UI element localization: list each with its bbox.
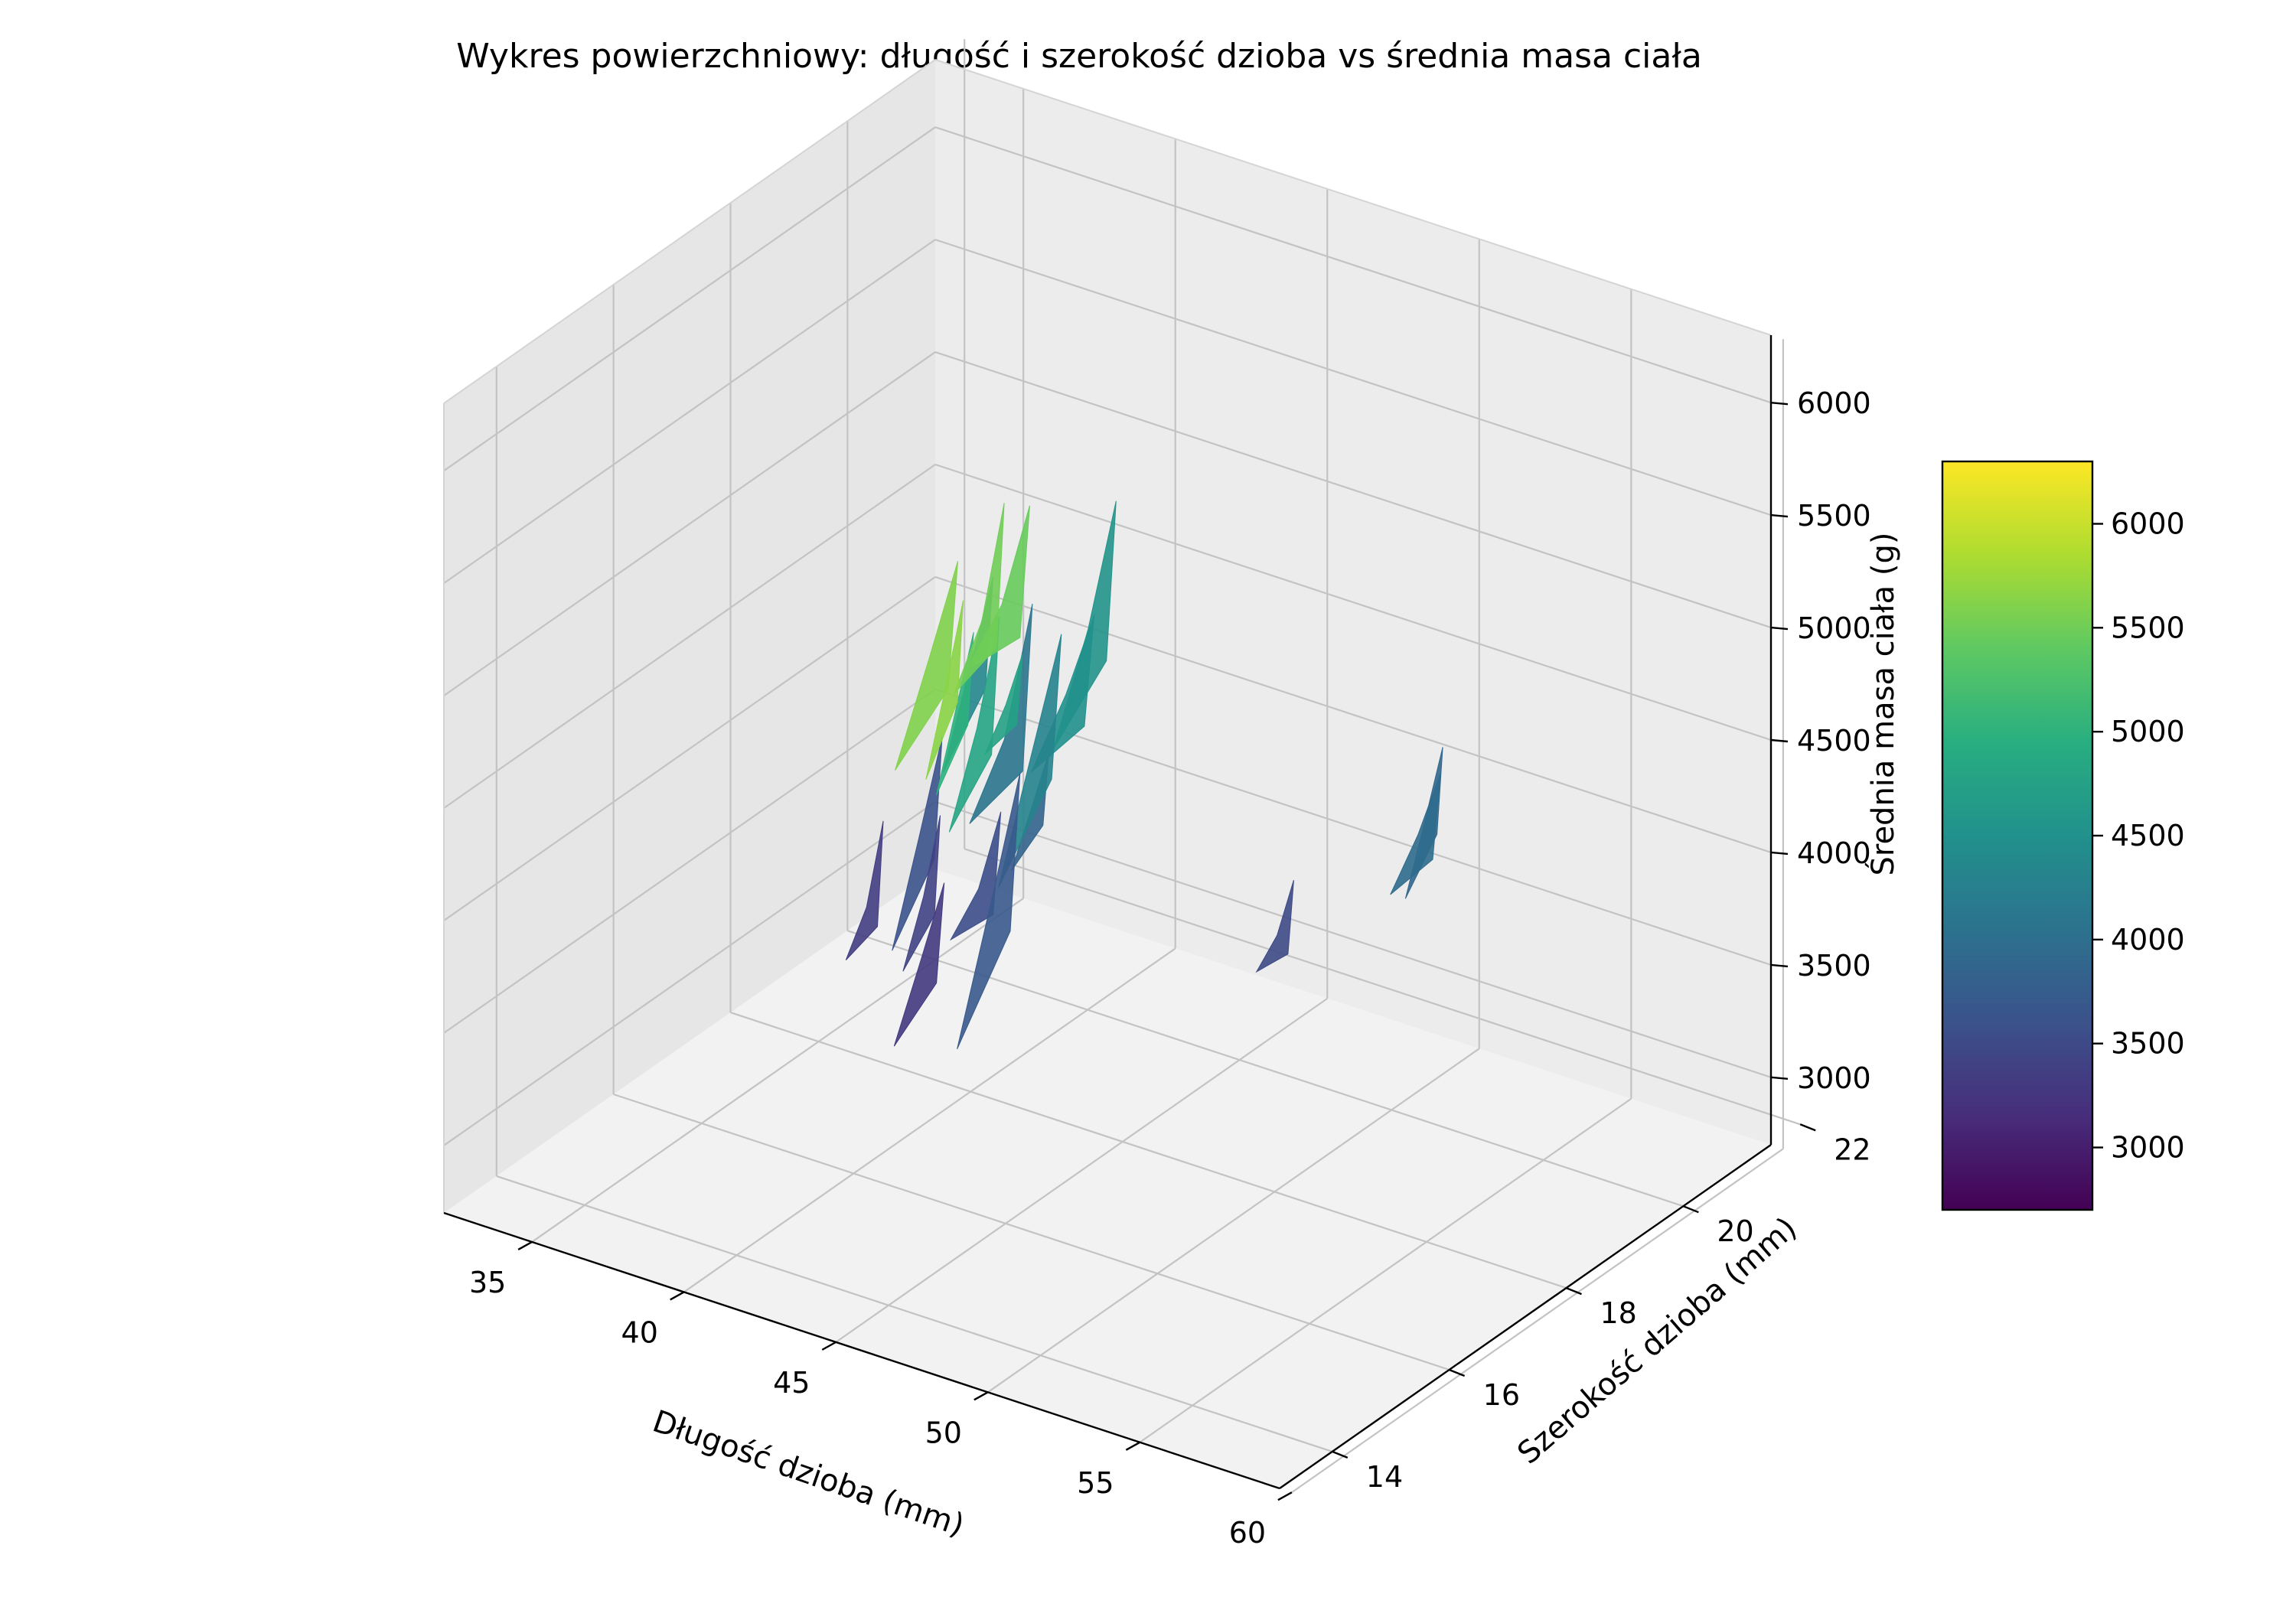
y-tick-label: 20 (1717, 1214, 1753, 1248)
z-tick-mark (1770, 1076, 1789, 1081)
colorbar-tick-label: 5500 (2111, 611, 2185, 644)
grid-line-z (934, 239, 1772, 517)
colorbar-tick-label: 6000 (2111, 507, 2185, 541)
surface-patch (1255, 880, 1294, 973)
x-tick-label: 60 (1229, 1516, 1266, 1550)
y-tick-label: 16 (1483, 1378, 1520, 1412)
grid-line-z (443, 239, 936, 585)
z-tick-label: 3000 (1797, 1061, 1871, 1095)
surface-patch (984, 654, 1023, 755)
grid-line-z (934, 575, 1772, 853)
colorbar-tick-label: 4000 (2111, 923, 2185, 957)
axis-ticks: 35 40 45 50 55 60 14 16 18 20 22 3000 3500 4000 4500 50… (469, 386, 1871, 1550)
colorbar-tick-label: 5000 (2111, 715, 2185, 748)
x-tick-mark (517, 1240, 533, 1251)
pane-edge (934, 59, 1772, 336)
grid-line-x (531, 898, 1024, 1243)
surface-patches (845, 500, 1443, 1050)
colorbar-tick-label: 3000 (2111, 1131, 2185, 1165)
x-tick-label: 55 (1077, 1466, 1114, 1500)
surface-patch (1390, 773, 1441, 895)
surface-patch (845, 820, 884, 960)
x-axis-line (443, 1211, 1280, 1490)
x-tick-label: 40 (621, 1315, 658, 1349)
y-tick-label: 14 (1366, 1460, 1403, 1494)
surface-patch (954, 503, 1005, 694)
y-tick-mark (1799, 1123, 1816, 1132)
z-tick-label: 3500 (1797, 949, 1871, 983)
x-tick-label: 45 (773, 1366, 810, 1400)
z-tick-label: 5000 (1797, 611, 1871, 645)
y-tick-mark (1682, 1205, 1699, 1214)
z-tick-mark (1770, 851, 1789, 856)
x-tick-label: 35 (469, 1266, 506, 1299)
grid-line-z (934, 800, 1772, 1078)
colorbar-gradient (1941, 460, 2094, 1211)
grid-line-x (987, 1048, 1480, 1393)
grid-line-z (443, 800, 936, 1146)
x-tick-mark (1125, 1441, 1140, 1451)
chart-title: Wykres powierzchniowy: długość i szeroko… (456, 37, 1702, 76)
grid-line-z (443, 688, 936, 1034)
x-tick-mark (821, 1341, 837, 1351)
grid-line-z (934, 126, 1772, 404)
y-tick-mark (1566, 1286, 1582, 1296)
grid-line-z (443, 351, 936, 696)
x-tick-mark (974, 1391, 989, 1401)
surface-patch (925, 600, 964, 780)
z-tick-label: 5500 (1797, 499, 1871, 533)
pane-edge (443, 59, 936, 404)
x-tick-mark (1277, 1491, 1293, 1501)
grid-line-z (443, 126, 936, 472)
grid-line-x (835, 997, 1328, 1343)
y-axis-line (1279, 1144, 1772, 1489)
z-tick-mark (1770, 963, 1789, 968)
colorbar-tick-label: 4500 (2111, 819, 2185, 852)
grid-line-z (443, 464, 936, 809)
axes-panes (444, 60, 1771, 1488)
y-tick-mark (1332, 1450, 1349, 1459)
z-tick-label: 6000 (1797, 386, 1871, 420)
z-tick-label: 4000 (1797, 836, 1871, 870)
grid-line-z (934, 688, 1772, 966)
surface-patch (895, 561, 958, 771)
grid-line-z (934, 351, 1772, 629)
z-tick-mark (1770, 626, 1789, 631)
grid-line-y (613, 1093, 1450, 1371)
y-tick-label: 18 (1600, 1296, 1637, 1330)
surface-patch (893, 882, 945, 1047)
grid-lines (443, 39, 1801, 1494)
colorbar-tick-label: 3500 (2111, 1027, 2185, 1061)
grid-line-x (683, 947, 1176, 1293)
z-tick-mark (1770, 738, 1789, 743)
x-axis-label: Długość dzioba (mm) (648, 1404, 968, 1543)
z-tick-mark (1770, 513, 1789, 518)
z-axis-label: Średnia masa ciała (g) (1864, 532, 1901, 875)
grid-line-z (443, 576, 936, 921)
y-tick-label: 22 (1834, 1133, 1870, 1166)
grid-line-z (934, 463, 1772, 742)
y-tick-mark (1449, 1368, 1466, 1377)
floor-pane (444, 869, 1771, 1488)
z-tick-mark (1770, 401, 1789, 406)
grid-line-y (496, 1175, 1333, 1452)
grid-line-y (730, 1012, 1567, 1289)
surface-patch (969, 603, 1033, 824)
z-tick-label: 4500 (1797, 724, 1871, 758)
grid-line-y (964, 848, 1801, 1126)
x-tick-label: 50 (925, 1416, 962, 1449)
surface-patch (957, 773, 1021, 1050)
colorbar: 3000 3500 4000 4500 5000 5500 6000 (1941, 460, 2185, 1211)
x-tick-mark (670, 1291, 685, 1301)
surface-patch (902, 815, 941, 972)
grid-line-x (1291, 1148, 1784, 1494)
grid-line-x (1139, 1097, 1632, 1443)
surface-patch (949, 811, 1002, 941)
